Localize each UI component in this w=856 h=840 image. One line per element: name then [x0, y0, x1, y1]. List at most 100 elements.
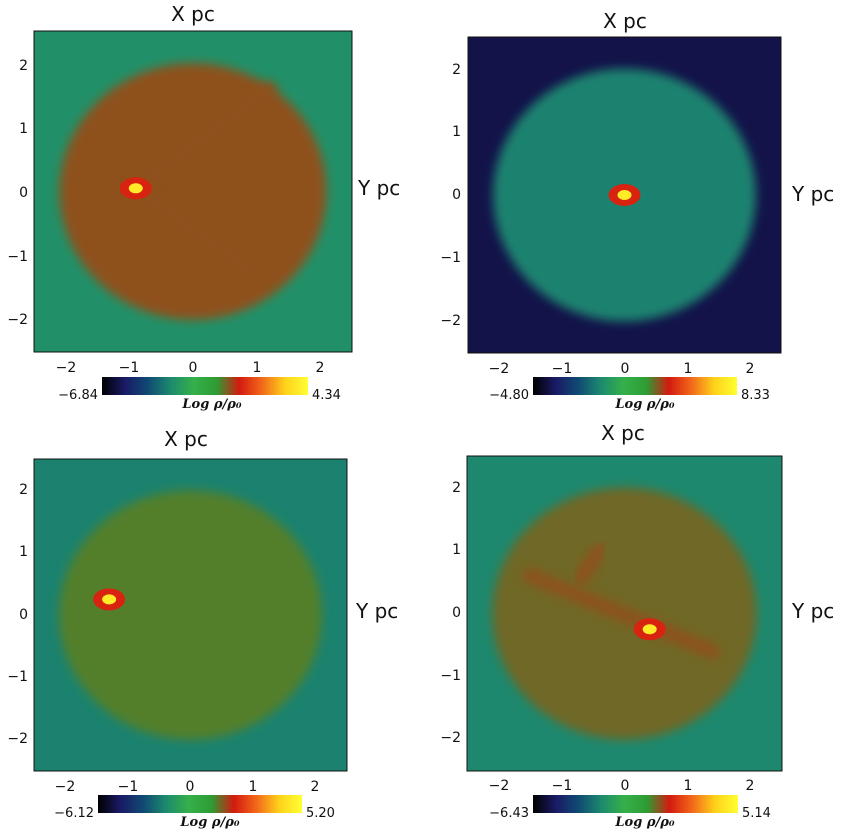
y-tick-label: 0: [452, 605, 461, 621]
panel-3-y-ticks: 2 1 0 −1 −2: [7, 482, 28, 747]
y-tick-label: −2: [440, 313, 461, 329]
panel-2-density-map: [468, 37, 781, 353]
y-tick-label: 1: [452, 124, 461, 140]
y-tick-label: 2: [19, 58, 28, 74]
y-tick-label: 2: [452, 62, 461, 78]
y-tick-label: 2: [452, 480, 461, 496]
colorbar-label: Log ρ/ρ₀: [614, 815, 674, 830]
colorbar-label: Log ρ/ρ₀: [179, 815, 239, 830]
panel-1-density-map: [34, 31, 352, 352]
panel-4-density-map: [467, 456, 782, 771]
x-tick-label: 2: [746, 778, 755, 794]
y-tick-label: 1: [452, 542, 461, 558]
panel-2-core: [617, 190, 632, 200]
colorbar-max: 5.14: [742, 806, 771, 821]
x-tick-label: 0: [621, 361, 630, 377]
panel-1-colorbar: −6.84 4.34 Log ρ/ρ₀: [58, 377, 341, 412]
y-tick-label: 1: [19, 121, 28, 137]
y-tick-label: 2: [19, 482, 28, 498]
panel-2-x-ticks: −2 −1 0 1 2: [489, 361, 755, 377]
y-tick-label: −2: [440, 730, 461, 746]
x-tick-label: 1: [684, 778, 693, 794]
y-tick-label: 0: [19, 185, 28, 201]
x-tick-label: 2: [311, 779, 320, 795]
x-tick-label: 1: [249, 779, 258, 795]
panel-4-frame: [466, 455, 783, 772]
colorbar-gradient: [533, 377, 737, 395]
panel-4-title: X pc: [601, 421, 645, 445]
colorbar-min: −6.43: [489, 806, 529, 821]
x-tick-label: 1: [253, 360, 262, 376]
colorbar-max: 4.34: [312, 388, 341, 403]
x-tick-label: 2: [316, 360, 325, 376]
panel-1-y-ticks: 2 1 0 −1 −2: [7, 58, 28, 328]
y-tick-label: −1: [440, 668, 461, 684]
x-tick-label: 2: [746, 361, 755, 377]
colorbar-max: 5.20: [306, 806, 335, 821]
y-tick-label: −1: [7, 249, 28, 265]
colorbar-max: 8.33: [741, 388, 770, 403]
panel-4-colorbar: −6.43 5.14 Log ρ/ρ₀: [489, 795, 771, 830]
colorbar-min: −6.84: [58, 388, 98, 403]
x-tick-label: 0: [189, 360, 198, 376]
x-tick-label: 1: [684, 361, 693, 377]
colorbar-min: −4.80: [489, 388, 529, 403]
panel-1-title: X pc: [171, 2, 215, 26]
panel-4-x-ticks: −2 −1 0 1 2: [489, 778, 755, 794]
panel-2-y-ticks: 2 1 0 −1 −2: [440, 62, 461, 329]
panel-3-core: [102, 594, 117, 605]
filament: [523, 568, 720, 659]
x-tick-label: −2: [55, 779, 76, 795]
panel-3-density-map: [34, 459, 347, 771]
y-tick-label: −2: [7, 731, 28, 747]
colorbar-gradient: [98, 795, 302, 813]
panel-4-filaments: [523, 543, 720, 659]
x-tick-label: 0: [621, 778, 630, 794]
panel-2: X pc Y pc −2 −1 0 1 2 2 1 0 −1 −2 −4.80 …: [440, 9, 834, 412]
panel-2-colorbar: −4.80 8.33 Log ρ/ρ₀: [489, 377, 770, 412]
colorbar-gradient: [102, 377, 308, 395]
panel-4-y-ticks: 2 1 0 −1 −2: [440, 480, 461, 746]
y-tick-label: 0: [452, 187, 461, 203]
x-tick-label: −2: [489, 361, 510, 377]
y-tick-label: 0: [19, 607, 28, 623]
y-tick-label: −1: [7, 669, 28, 685]
panel-1-frame: [33, 30, 353, 353]
panel-1-side-label: Y pc: [357, 176, 400, 200]
panel-1: X pc Y pc −2 −1 0 1 2 2 1 0 −1 −2 −6.84 …: [7, 2, 400, 412]
panel-4-side-label: Y pc: [791, 599, 834, 623]
panel-1-filaments: [128, 81, 277, 282]
colorbar-min: −6.12: [54, 806, 94, 821]
panel-2-frame: [467, 36, 782, 354]
x-tick-label: −1: [119, 360, 140, 376]
panel-3-envelope: [59, 490, 322, 740]
panel-1-core: [128, 183, 143, 194]
panel-2-title: X pc: [603, 9, 647, 33]
x-tick-label: 0: [186, 779, 195, 795]
filament: [573, 543, 607, 586]
panel-3-frame: [33, 458, 348, 772]
colorbar-gradient: [533, 795, 738, 813]
panel-3-colorbar: −6.12 5.20 Log ρ/ρ₀: [54, 795, 335, 830]
x-tick-label: −1: [118, 779, 139, 795]
y-tick-label: −2: [7, 312, 28, 328]
panel-4: X pc Y pc −2 −1 0 1 2 2 1 0 −1 −2 −6.43 …: [440, 421, 834, 830]
panel-4-core: [642, 624, 657, 635]
panel-2-side-label: Y pc: [791, 182, 834, 206]
panel-3-side-label: Y pc: [355, 599, 398, 623]
panel-1-envelope: [59, 63, 327, 320]
panel-3: X pc Y pc −2 −1 0 1 2 2 1 0 −1 −2 −6.12 …: [7, 427, 398, 830]
x-tick-label: −2: [56, 360, 77, 376]
colorbar-label: Log ρ/ρ₀: [614, 397, 674, 412]
x-tick-label: −1: [552, 361, 573, 377]
filament: [128, 81, 277, 196]
x-tick-label: −2: [489, 778, 510, 794]
filament: [128, 181, 264, 282]
panel-3-title: X pc: [164, 427, 208, 451]
y-tick-label: 1: [19, 544, 28, 560]
colorbar-label: Log ρ/ρ₀: [181, 397, 241, 412]
panel-1-x-ticks: −2 −1 0 1 2: [56, 360, 325, 376]
y-tick-label: −1: [440, 250, 461, 266]
panel-3-x-ticks: −2 −1 0 1 2: [55, 779, 320, 795]
